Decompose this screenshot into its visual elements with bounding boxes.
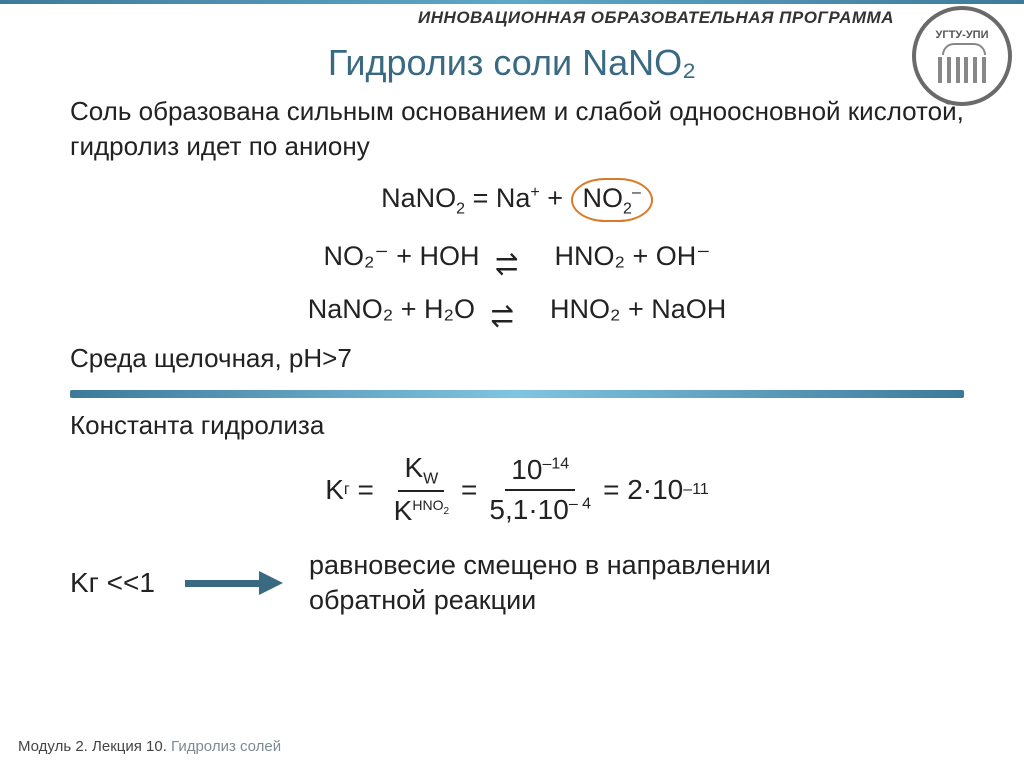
fraction-2: 10–14 5,1·10– 4 bbox=[483, 451, 597, 529]
eq-part: = Na bbox=[473, 183, 531, 213]
program-label: ИННОВАЦИОННАЯ ОБРАЗОВАТЕЛЬНАЯ ПРОГРАММА bbox=[418, 8, 894, 28]
conclusion-text: равновесие смещено в направлении обратно… bbox=[309, 548, 771, 618]
eq-part: + bbox=[547, 183, 570, 213]
conclusion-row: Kг <<1 равновесие смещено в направлении … bbox=[70, 548, 964, 618]
footer-topic: Гидролиз солей bbox=[171, 738, 281, 755]
circled-anion: NO2– bbox=[571, 178, 653, 222]
eq-part: 10 bbox=[511, 454, 542, 485]
eq-sup: –11 bbox=[683, 479, 709, 501]
eq-sign: = bbox=[461, 471, 477, 509]
slide-content: Соль образована сильным основанием и сла… bbox=[0, 84, 1024, 618]
logo-building-icon bbox=[932, 43, 992, 83]
eq-left: NO₂⁻ + HOH bbox=[323, 241, 479, 271]
footer: Модуль 2. Лекция 10. Гидролиз солей bbox=[18, 738, 281, 755]
equilibrium-arrows-icon bbox=[487, 248, 547, 268]
eq-sign: = bbox=[603, 471, 619, 509]
eq-part: K bbox=[394, 495, 413, 526]
eq-sign: = bbox=[358, 471, 374, 509]
eq-part: NaNO bbox=[381, 183, 456, 213]
slide-title: Гидролиз соли NaNO₂ bbox=[0, 42, 1024, 84]
eq-sub: 2 bbox=[623, 201, 632, 218]
top-bar bbox=[0, 0, 1024, 4]
conclusion-line-2: обратной реакции bbox=[309, 583, 771, 618]
eq-sup: HNO bbox=[412, 497, 443, 513]
university-logo: УГТУ-УПИ bbox=[912, 6, 1012, 106]
equation-molecular: NaNO₂ + H₂O HNO₂ + NaOH bbox=[70, 287, 964, 331]
intro-text: Соль образована сильным основанием и сла… bbox=[70, 94, 964, 164]
logo-text: УГТУ-УПИ bbox=[936, 29, 989, 41]
eq-part: 5,1·10 bbox=[489, 494, 568, 525]
eq-sub: г bbox=[344, 479, 350, 501]
conclusion-line-1: равновесие смещено в направлении bbox=[309, 548, 771, 583]
eq-sub: W bbox=[423, 471, 438, 488]
eq-part: NO bbox=[583, 183, 624, 213]
eq-right: HNO₂ + OH⁻ bbox=[555, 241, 711, 271]
kg-inequality: Kг <<1 bbox=[70, 564, 155, 602]
eq-sup: + bbox=[530, 184, 539, 201]
eq-sup: – 4 bbox=[569, 495, 591, 512]
equilibrium-arrows-icon bbox=[482, 300, 542, 320]
eq-sub: 2 bbox=[443, 506, 449, 517]
eq-sub: 2 bbox=[456, 201, 465, 218]
eq-sup: – bbox=[632, 184, 641, 201]
equation-dissociation: NaNO2 = Na+ + NO2– bbox=[70, 174, 964, 226]
arrow-right-icon bbox=[185, 573, 285, 593]
eq-part: K bbox=[404, 452, 423, 483]
footer-module: Модуль 2. Лекция 10. bbox=[18, 738, 171, 755]
eq-left: NaNO₂ + H₂O bbox=[308, 294, 475, 324]
hydrolysis-constant-formula: Kг = KW KHNO2 = 10–14 5,1·10– 4 = 2·10–1… bbox=[70, 449, 964, 530]
constant-label: Константа гидролиза bbox=[70, 408, 964, 443]
equation-ionic: NO₂⁻ + HOH HNO₂ + OH⁻ bbox=[70, 234, 964, 278]
eq-right: HNO₂ + NaOH bbox=[550, 294, 726, 324]
eq-sup: –14 bbox=[542, 456, 569, 473]
kg-symbol: K bbox=[325, 471, 344, 509]
section-divider bbox=[70, 390, 964, 398]
fraction-1: KW KHNO2 bbox=[388, 449, 455, 530]
environment-text: Среда щелочная, рН>7 bbox=[70, 341, 964, 376]
eq-result: 2·10 bbox=[627, 471, 683, 509]
